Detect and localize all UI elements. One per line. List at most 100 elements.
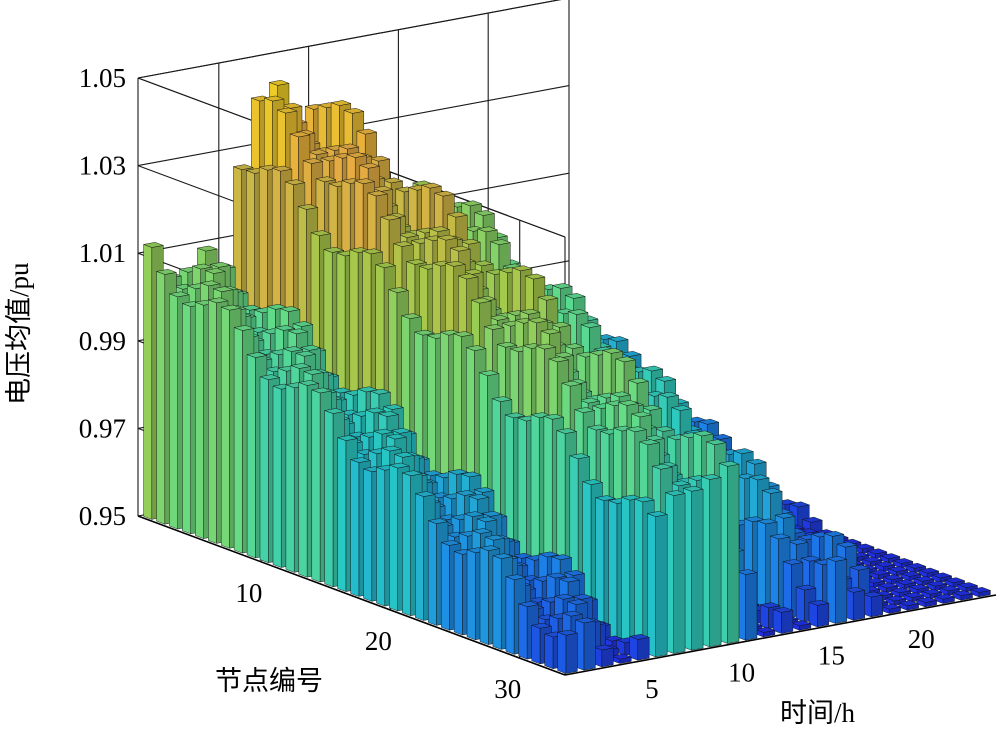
bar-face-top bbox=[849, 564, 871, 571]
bar-face-top bbox=[790, 620, 812, 627]
bar-face-top bbox=[530, 622, 553, 629]
bar-face-top bbox=[303, 369, 325, 375]
z-tick-label: 1.05 bbox=[79, 63, 126, 93]
y-tick-label: 30 bbox=[494, 674, 521, 704]
bar-face-top bbox=[155, 269, 178, 275]
bar-face-top bbox=[956, 582, 979, 588]
bar-face-top bbox=[353, 178, 376, 185]
bar-face-top bbox=[748, 474, 770, 481]
bar-face-top bbox=[800, 555, 822, 562]
bar-face-top bbox=[864, 577, 886, 584]
y-tick-label: 10 bbox=[235, 578, 262, 608]
bar-face-front bbox=[691, 488, 704, 651]
bar-h23-n27 bbox=[874, 561, 896, 572]
bar-face-top bbox=[573, 407, 596, 413]
bar-face-top bbox=[263, 95, 285, 102]
bar-face-top bbox=[476, 226, 499, 233]
bar-face-top bbox=[400, 313, 423, 319]
bar-face-top bbox=[553, 593, 576, 600]
bar-face-top bbox=[640, 404, 663, 411]
bar-face-top bbox=[630, 411, 653, 418]
bar-h23-n28 bbox=[887, 566, 909, 577]
bar-face-top bbox=[564, 293, 586, 299]
bar-face-top bbox=[220, 304, 242, 311]
bar-face-top bbox=[517, 601, 540, 607]
bar-face-top bbox=[933, 593, 956, 600]
bar-face-top bbox=[538, 551, 560, 558]
bar-face-top bbox=[664, 490, 686, 496]
bar-face-top bbox=[470, 297, 492, 304]
bar-face-top bbox=[496, 341, 518, 348]
bar-face-top bbox=[761, 488, 783, 494]
bar-face-top bbox=[795, 584, 817, 591]
bar-h23-n29 bbox=[900, 571, 922, 582]
bar-face-top bbox=[381, 177, 404, 184]
bar-face-top bbox=[460, 200, 483, 207]
bar-face-top bbox=[491, 396, 513, 402]
bar-face-top bbox=[374, 262, 397, 268]
bar-face-side bbox=[182, 303, 191, 535]
bar-face-top bbox=[361, 248, 384, 255]
bar-face-top bbox=[315, 176, 337, 183]
bar-face-top bbox=[918, 567, 940, 574]
z-tick-label: 1.01 bbox=[79, 238, 126, 268]
bar-face-top bbox=[476, 516, 498, 523]
bar-face-top bbox=[698, 418, 720, 425]
bar-face-top bbox=[233, 325, 255, 331]
bar-face-side bbox=[233, 327, 243, 554]
bar-face-top bbox=[566, 599, 589, 605]
bar-h12-n33 bbox=[754, 627, 776, 638]
bar-face-top bbox=[880, 603, 902, 610]
bar-face-front bbox=[673, 493, 686, 654]
bar-face-top bbox=[669, 480, 692, 487]
bar-face-top bbox=[969, 587, 992, 593]
bar-face-top bbox=[853, 543, 875, 550]
bar-face-top bbox=[366, 190, 389, 197]
bars-layer bbox=[142, 79, 992, 674]
bar-face-side bbox=[505, 576, 515, 655]
bar-face-top bbox=[274, 325, 296, 331]
bar-face-top bbox=[284, 179, 306, 186]
z-tick-label: 1.03 bbox=[79, 151, 126, 181]
y-tick-label: 20 bbox=[365, 626, 392, 656]
bar-face-top bbox=[457, 273, 479, 280]
bar-face-side bbox=[195, 301, 204, 539]
bar-h22-n33 bbox=[933, 593, 956, 604]
bar-face-top bbox=[377, 411, 400, 417]
bar-face-side bbox=[389, 464, 398, 612]
bar-face-top bbox=[444, 260, 467, 267]
bar-h4-n33 bbox=[610, 653, 633, 664]
bar-face-top bbox=[655, 375, 677, 382]
bar-face-top bbox=[323, 246, 345, 253]
bar-face-top bbox=[869, 569, 891, 576]
bar-h24-n28 bbox=[905, 562, 927, 574]
bar-face-top bbox=[479, 545, 501, 551]
bar-h24-n33 bbox=[969, 587, 992, 598]
bar-face-top bbox=[369, 388, 392, 395]
bar-face-top bbox=[535, 343, 557, 350]
bar-face-top bbox=[653, 426, 676, 432]
bar-face-top bbox=[607, 336, 629, 342]
bar-face-top bbox=[892, 558, 914, 564]
bar-face-top bbox=[524, 273, 546, 280]
bar-face-top bbox=[282, 346, 304, 352]
bar-face-top bbox=[646, 511, 669, 517]
bar-face-side bbox=[350, 459, 360, 597]
bar-face-top bbox=[279, 306, 301, 312]
bar-face-top bbox=[732, 448, 755, 455]
bar-face-top bbox=[307, 149, 329, 156]
bar-face-top bbox=[468, 493, 490, 500]
bar-face-top bbox=[414, 491, 436, 497]
bar-face-top bbox=[700, 474, 722, 480]
bar-face-top bbox=[433, 190, 456, 197]
bar-face-top bbox=[592, 644, 615, 651]
bar-face-top bbox=[413, 329, 436, 336]
bar-face-top bbox=[788, 501, 811, 508]
bar-face-top bbox=[387, 287, 410, 293]
bar-face-top bbox=[558, 576, 581, 583]
bar-face-side bbox=[466, 549, 476, 641]
z-tick-label: 0.97 bbox=[79, 413, 126, 443]
bar-face-top bbox=[563, 343, 585, 349]
bar-face-top bbox=[556, 629, 579, 636]
x-tick-label: 15 bbox=[818, 641, 845, 671]
